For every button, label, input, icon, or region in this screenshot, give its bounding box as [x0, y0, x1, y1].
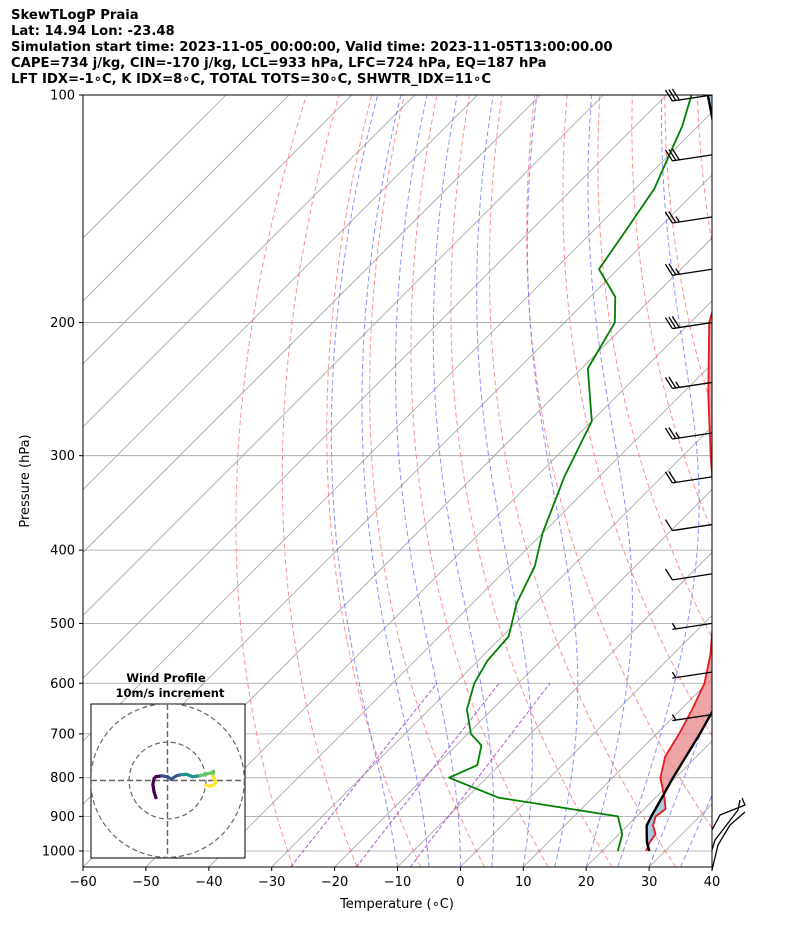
location-line: Lat: 14.94 Lon: -23.48 — [11, 24, 175, 39]
wind-barb — [664, 376, 713, 390]
dry-adiabat — [235, 95, 307, 867]
dry-adiabat — [450, 95, 613, 867]
wind-barb — [664, 568, 713, 581]
temperature-line — [645, 309, 712, 852]
y-tick-label: 1000 — [42, 844, 75, 859]
isotherm-line — [83, 111, 712, 742]
moist-adiabat — [648, 701, 712, 867]
x-tick-label: 10 — [515, 875, 532, 890]
low-level-wind-barb — [711, 797, 746, 831]
wind-barb — [664, 427, 713, 440]
x-tick-label: 20 — [578, 875, 595, 890]
isotherm-line — [83, 95, 478, 491]
y-tick-label: 800 — [50, 771, 75, 786]
x-tick-label: 40 — [704, 875, 721, 890]
wind-barb — [671, 622, 713, 631]
moist-adiabat — [680, 794, 712, 867]
dry-adiabat — [281, 95, 358, 867]
hodograph-plot — [91, 704, 245, 858]
wind-barb — [671, 713, 713, 722]
instability-line: CAPE=734 j/kg, CIN=-170 j/kg, LCL=933 hP… — [11, 56, 547, 71]
x-tick-label: 0 — [456, 875, 464, 890]
hodograph-title: Wind Profile — [126, 671, 206, 685]
dry-adiabat — [730, 95, 794, 867]
dry-adiabat — [410, 95, 549, 867]
isotherm-line — [334, 489, 712, 867]
isotherm-line — [83, 95, 415, 428]
moist-adiabat — [526, 95, 579, 867]
moist-adiabat — [476, 95, 533, 867]
chart-title: SkewTLogP Praia — [11, 8, 139, 23]
cin-area — [707, 95, 712, 117]
mixing-ratio-line — [409, 682, 551, 867]
isotherm-line — [208, 363, 712, 867]
x-tick-label: −30 — [258, 875, 285, 890]
y-tick-label: 700 — [50, 727, 75, 742]
low-level-wind-barb — [711, 799, 741, 851]
dry-adiabat — [526, 95, 712, 829]
isotherm-line — [397, 551, 712, 867]
dry-adiabat — [763, 95, 794, 867]
moist-adiabat — [711, 865, 712, 867]
mixing-ratio-line — [290, 682, 438, 867]
isotherm-line — [711, 866, 712, 867]
dry-adiabat — [488, 95, 677, 867]
cape-area — [660, 312, 712, 795]
index-line: LFT IDX=-1∘C, K IDX=8∘C, TOTAL TOTS=30∘C… — [11, 72, 492, 87]
dry-adiabat — [597, 95, 712, 639]
y-tick-label: 200 — [50, 316, 75, 331]
moist-adiabat — [395, 95, 461, 867]
isotherm-line — [460, 614, 712, 867]
wind-barb — [664, 211, 713, 224]
low-level-wind-barb — [711, 811, 746, 871]
x-tick-label: −20 — [321, 875, 348, 890]
x-tick-label: −60 — [69, 875, 96, 890]
y-axis-label: Pressure (hPa) — [18, 434, 33, 527]
wind-barb — [664, 263, 713, 276]
isotherm-line — [271, 426, 712, 867]
x-axis-label: Temperature (∘C) — [339, 897, 454, 912]
wind-barb — [664, 316, 713, 330]
wind-barb — [664, 471, 713, 484]
dry-adiabat — [369, 95, 485, 867]
isotherm-line — [83, 95, 227, 239]
wind-barb — [664, 148, 713, 162]
y-tick-label: 500 — [50, 617, 75, 632]
y-tick-label: 900 — [50, 810, 75, 825]
hodograph-segment — [204, 783, 212, 788]
moist-adiabat — [330, 95, 398, 867]
cin-area — [646, 794, 666, 847]
isotherm-line — [83, 95, 541, 554]
moist-adiabat — [361, 95, 430, 867]
x-tick-label: −40 — [195, 875, 222, 890]
moist-adiabat — [617, 95, 700, 867]
dewpoint-line — [448, 95, 693, 852]
moist-adiabat — [432, 95, 495, 867]
y-tick-label: 300 — [50, 449, 75, 464]
wind-barb — [664, 519, 713, 532]
y-tick-label: 100 — [50, 89, 75, 104]
isotherm-line — [523, 677, 712, 867]
y-tick-label: 400 — [50, 544, 75, 559]
moist-adiabat — [585, 95, 633, 867]
hodograph-subtitle: 10m/s increment — [116, 686, 225, 700]
x-tick-label: 30 — [641, 875, 658, 890]
y-tick-label: 600 — [50, 677, 75, 692]
wind-barb — [671, 671, 713, 679]
parcel-path-line — [645, 95, 712, 852]
x-tick-label: −10 — [384, 875, 411, 890]
isotherm-line — [775, 95, 794, 867]
isotherm-line — [83, 95, 353, 365]
isotherm-line — [145, 300, 712, 867]
isotherm-line — [83, 95, 604, 616]
wind-barb — [664, 88, 713, 102]
x-tick-label: −50 — [132, 875, 159, 890]
isotherm-line — [83, 95, 290, 302]
chart-header: SkewTLogP Praia Lat: 14.94 Lon: -23.48 S… — [11, 8, 613, 88]
time-line: Simulation start time: 2023-11-05_00:00:… — [11, 40, 613, 55]
isotherm-line — [83, 95, 667, 679]
dry-adiabat — [562, 95, 712, 737]
